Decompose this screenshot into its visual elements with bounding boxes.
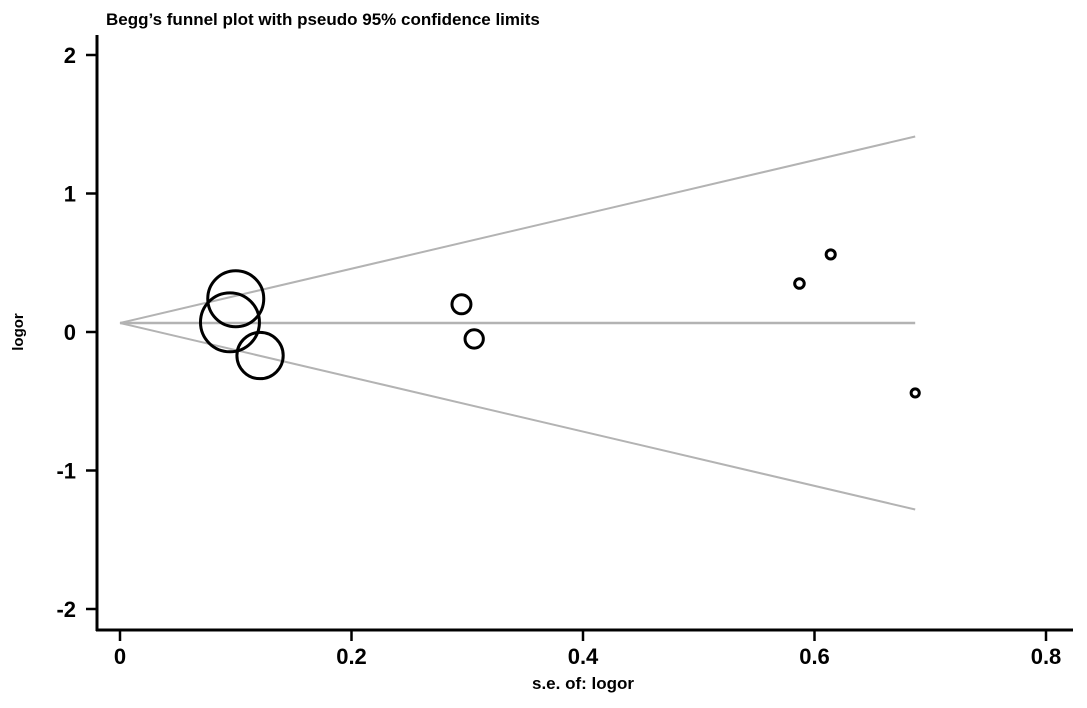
study-point <box>198 291 261 354</box>
x-tick-label: 0.4 <box>568 644 599 669</box>
study-point <box>793 277 806 290</box>
chart-title: Begg’s funnel plot with pseudo 95% confi… <box>106 10 540 29</box>
x-tick-label: 0.6 <box>799 644 830 669</box>
study-point <box>450 293 473 316</box>
study-point <box>235 330 285 381</box>
x-tick-label: 0.2 <box>336 644 367 669</box>
y-tick-label: -1 <box>56 459 76 484</box>
study-point <box>824 248 837 261</box>
study-point <box>206 269 266 329</box>
y-tick-label: 1 <box>64 182 76 207</box>
lower-confidence-limit <box>119 322 916 511</box>
study-point <box>463 328 485 350</box>
y-tick-label: 2 <box>64 43 76 68</box>
y-tick-label: 0 <box>64 320 76 345</box>
x-tick-label: 0.8 <box>1031 644 1062 669</box>
x-tick-label: 0 <box>114 644 126 669</box>
y-axis-label: logor <box>10 313 27 351</box>
y-tick-label: -2 <box>56 597 76 622</box>
study-point <box>909 387 921 399</box>
upper-confidence-limit <box>119 135 916 324</box>
x-axis-label: s.e. of: logor <box>532 674 634 693</box>
